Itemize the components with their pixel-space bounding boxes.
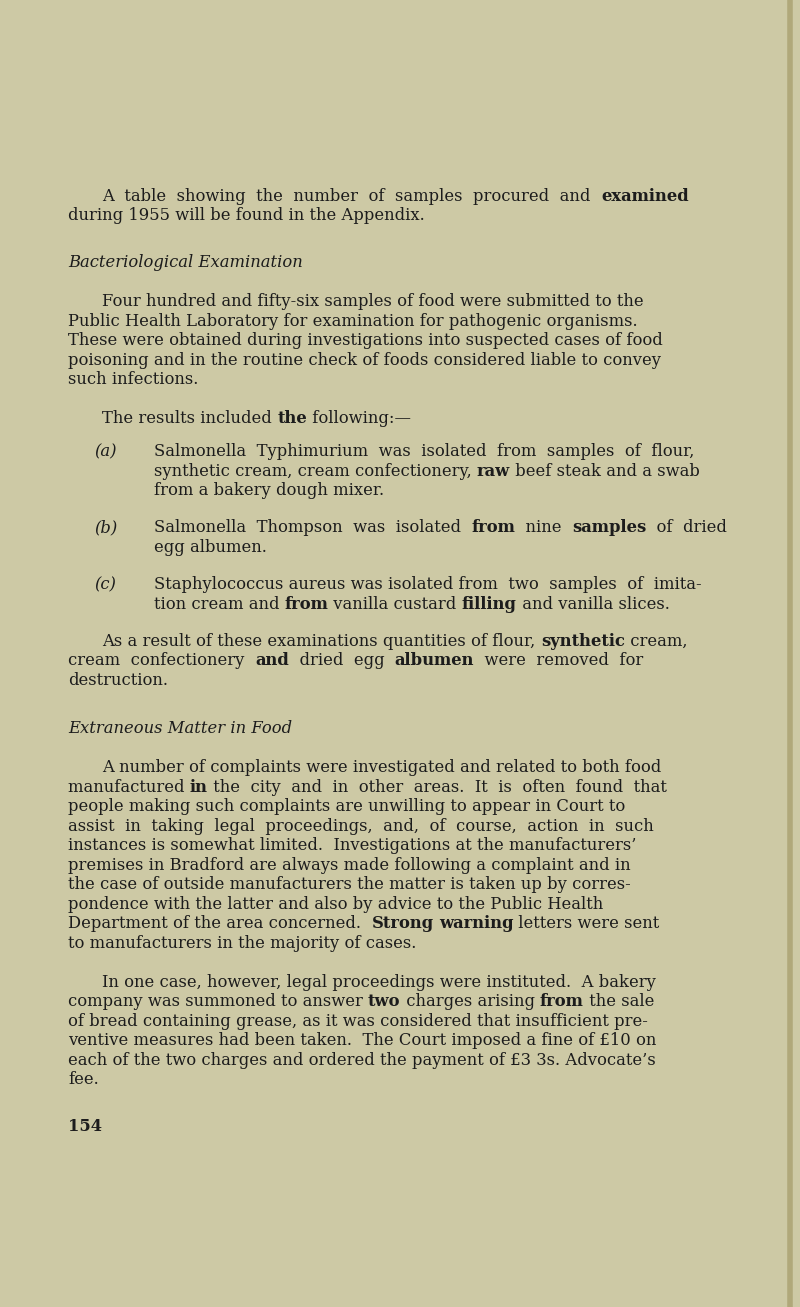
Text: samples: samples <box>572 519 646 536</box>
Text: destruction.: destruction. <box>68 672 168 689</box>
Text: filling: filling <box>462 596 517 613</box>
Text: examined: examined <box>602 188 689 205</box>
Text: A  table  showing  the  number  of  samples  procured  and: A table showing the number of samples pr… <box>102 188 602 205</box>
Text: manufactured: manufactured <box>68 779 190 796</box>
Text: and: and <box>255 652 289 669</box>
Text: Department of the area concerned.: Department of the area concerned. <box>68 915 371 932</box>
Text: instances is somewhat limited.  Investigations at the manufacturers’: instances is somewhat limited. Investiga… <box>68 838 637 855</box>
Text: company was summoned to answer: company was summoned to answer <box>68 993 368 1010</box>
Text: nine: nine <box>515 519 572 536</box>
Text: poisoning and in the routine check of foods considered liable to convey: poisoning and in the routine check of fo… <box>68 352 661 369</box>
Text: (a): (a) <box>94 443 117 460</box>
Text: from: from <box>284 596 328 613</box>
Text: during 1955 will be found in the Appendix.: during 1955 will be found in the Appendi… <box>68 208 425 225</box>
Text: A number of complaints were investigated and related to both food: A number of complaints were investigated… <box>102 759 662 776</box>
Text: The results included: The results included <box>102 410 278 427</box>
Text: premises in Bradford are always made following a complaint and in: premises in Bradford are always made fol… <box>68 857 630 874</box>
Text: cream  confectionery: cream confectionery <box>68 652 255 669</box>
Text: and vanilla slices.: and vanilla slices. <box>517 596 670 613</box>
Text: cream,: cream, <box>625 633 687 650</box>
Text: from a bakery dough mixer.: from a bakery dough mixer. <box>154 482 384 499</box>
Text: people making such complaints are unwilling to appear in Court to: people making such complaints are unwill… <box>68 799 626 816</box>
Text: (c): (c) <box>94 576 116 593</box>
Text: charges arising: charges arising <box>401 993 540 1010</box>
Text: to manufacturers in the majority of cases.: to manufacturers in the majority of case… <box>68 935 416 951</box>
Text: These were obtained during investigations into suspected cases of food: These were obtained during investigation… <box>68 332 662 349</box>
Text: the case of outside manufacturers the matter is taken up by corres-: the case of outside manufacturers the ma… <box>68 877 630 894</box>
Text: Public Health Laboratory for examination for pathogenic organisms.: Public Health Laboratory for examination… <box>68 312 638 329</box>
Text: assist  in  taking  legal  proceedings,  and,  of  course,  action  in  such: assist in taking legal proceedings, and,… <box>68 818 654 835</box>
Text: following:—: following:— <box>307 410 411 427</box>
Text: were  removed  for: were removed for <box>474 652 643 669</box>
Text: from: from <box>471 519 515 536</box>
Text: Strong: Strong <box>371 915 434 932</box>
Text: (b): (b) <box>94 519 118 536</box>
Text: vanilla custard: vanilla custard <box>328 596 462 613</box>
Text: dried  egg: dried egg <box>289 652 394 669</box>
Text: the sale: the sale <box>584 993 654 1010</box>
Text: Salmonella  Typhimurium  was  isolated  from  samples  of  flour,: Salmonella Typhimurium was isolated from… <box>154 443 694 460</box>
Text: such infections.: such infections. <box>68 371 198 388</box>
Text: ventive measures had been taken.  The Court imposed a fine of £10 on: ventive measures had been taken. The Cou… <box>68 1033 656 1050</box>
Text: fee.: fee. <box>68 1072 98 1089</box>
Text: two: two <box>368 993 401 1010</box>
Text: raw: raw <box>477 463 510 480</box>
Text: Salmonella  Thompson  was  isolated: Salmonella Thompson was isolated <box>154 519 471 536</box>
Text: As a result of these examinations quantities of flour,: As a result of these examinations quanti… <box>102 633 541 650</box>
Text: Four hundred and fifty-six samples of food were submitted to the: Four hundred and fifty-six samples of fo… <box>102 293 644 310</box>
Text: In one case, however, legal proceedings were instituted.  A bakery: In one case, however, legal proceedings … <box>102 974 656 991</box>
Text: the  city  and  in  other  areas.  It  is  often  found  that: the city and in other areas. It is often… <box>208 779 666 796</box>
Text: egg albumen.: egg albumen. <box>154 538 266 555</box>
Text: Staphylococcus aureus was isolated from  two  samples  of  imita-: Staphylococcus aureus was isolated from … <box>154 576 702 593</box>
Text: Bacteriological Examination: Bacteriological Examination <box>68 255 302 272</box>
Text: synthetic cream, cream confectionery,: synthetic cream, cream confectionery, <box>154 463 477 480</box>
Text: of bread containing grease, as it was considered that insufficient pre-: of bread containing grease, as it was co… <box>68 1013 648 1030</box>
Text: of  dried: of dried <box>646 519 727 536</box>
Text: beef steak and a swab: beef steak and a swab <box>510 463 700 480</box>
Text: 154: 154 <box>68 1119 102 1136</box>
Text: synthetic: synthetic <box>541 633 625 650</box>
Text: warning: warning <box>439 915 514 932</box>
Text: Extraneous Matter in Food: Extraneous Matter in Food <box>68 720 292 737</box>
Text: in: in <box>190 779 208 796</box>
Text: the: the <box>278 410 307 427</box>
Text: each of the two charges and ordered the payment of £3 3s. Advocate’s: each of the two charges and ordered the … <box>68 1052 656 1069</box>
Text: pondence with the latter and also by advice to the Public Health: pondence with the latter and also by adv… <box>68 895 603 912</box>
Text: albumen: albumen <box>394 652 474 669</box>
Text: tion cream and: tion cream and <box>154 596 284 613</box>
Text: letters were sent: letters were sent <box>514 915 660 932</box>
Text: from: from <box>540 993 584 1010</box>
